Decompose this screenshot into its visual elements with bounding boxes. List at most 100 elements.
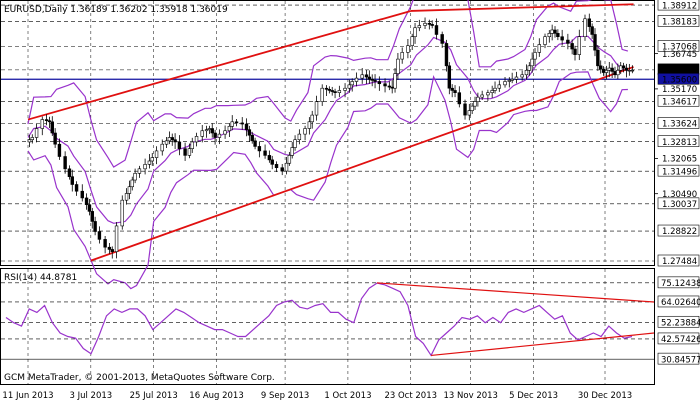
price-label-box <box>657 40 700 52</box>
date-axis-label: 25 Jul 2013 <box>130 391 178 401</box>
candle-body <box>447 65 452 89</box>
candle-body <box>137 168 142 174</box>
candle-body <box>234 121 239 124</box>
candle-body <box>183 148 187 156</box>
candle-body <box>44 119 49 121</box>
candle-body <box>367 76 372 80</box>
candle-body <box>333 91 337 93</box>
candle-body <box>270 159 274 165</box>
candle-body <box>503 81 507 86</box>
candle-body <box>307 121 312 129</box>
candle-body <box>90 211 94 222</box>
candle-body <box>143 164 147 170</box>
candle-body <box>127 186 132 194</box>
price-axis-label: 1.36745 <box>662 50 697 60</box>
candle-body <box>493 87 497 91</box>
candle-body <box>84 197 89 205</box>
candle-body <box>170 137 174 141</box>
date-axis-label: 23 Oct 2013 <box>384 391 437 401</box>
candle-body <box>164 140 169 145</box>
candle-body <box>624 67 629 71</box>
rsi-chart-title: RSI(14) 44.8781 <box>4 273 77 283</box>
price-axis-label: 1.36019 <box>662 66 697 76</box>
candle-body <box>577 36 581 55</box>
candle-body <box>450 87 454 91</box>
price-axis-label: 1.34617 <box>662 97 697 107</box>
candle-body <box>457 92 462 105</box>
rsi-line <box>5 282 633 357</box>
price-label-box <box>657 94 700 107</box>
candle-body <box>324 87 329 90</box>
candle-body <box>377 81 382 85</box>
rsi-label-box <box>657 295 700 308</box>
rsi-label-box <box>657 276 700 289</box>
candle-body <box>507 80 512 82</box>
candle-body <box>173 139 177 143</box>
candle-body <box>497 84 502 89</box>
price-label-box <box>657 117 700 129</box>
candle-body <box>490 90 494 93</box>
candle-body <box>570 43 574 50</box>
price-axis-label: 1.32065 <box>662 155 697 165</box>
candle-body <box>396 58 400 74</box>
candle-body <box>533 52 537 60</box>
price-axis-label: 1.28822 <box>662 227 697 237</box>
rsi-panel <box>0 268 655 385</box>
candle-body <box>393 73 397 89</box>
candle-body <box>50 121 54 134</box>
candle-body <box>410 36 414 46</box>
candle-body <box>150 157 154 162</box>
price-label-box <box>657 135 700 147</box>
candle-body <box>621 65 626 69</box>
candle-body <box>227 125 232 132</box>
candle-body <box>87 204 92 212</box>
candle-body <box>530 58 534 67</box>
candle-body <box>30 137 34 141</box>
price-label-box <box>657 0 700 11</box>
upper-channel-trendline <box>27 10 412 121</box>
rsi-label-box <box>657 352 700 365</box>
candle-body <box>480 94 484 98</box>
candle-body <box>187 148 192 156</box>
top-resistance-trendline <box>410 3 634 12</box>
rsi-axis-label: 64.02640 <box>661 298 700 308</box>
candle-body <box>604 69 609 73</box>
price-axis-label: 1.31496 <box>662 167 697 177</box>
candle-body <box>110 249 114 252</box>
price-label-box <box>657 72 700 85</box>
date-axis-label: 5 Dec 2013 <box>509 391 558 401</box>
date-axis-label: 30 Dec 2013 <box>578 391 632 401</box>
bollinger-upper <box>27 0 629 168</box>
candle-body <box>430 24 434 26</box>
candle-body <box>453 90 457 93</box>
price-axis-label: 1.38912 <box>662 1 697 11</box>
candle-body <box>160 143 164 152</box>
price-label-box <box>657 224 700 237</box>
candle-body <box>167 137 172 142</box>
price-axis-label: 1.27484 <box>662 257 697 267</box>
candle-body <box>566 39 570 44</box>
date-axis-label: 1 Oct 2013 <box>324 391 371 401</box>
candle-body <box>364 74 369 78</box>
candle-body <box>290 147 294 156</box>
candle-body <box>200 130 204 137</box>
candle-body <box>190 141 194 149</box>
candle-body <box>253 140 257 147</box>
candle-body <box>210 128 214 134</box>
rsi-label-box <box>657 332 700 345</box>
candle-body <box>230 121 234 127</box>
candle-body <box>330 90 334 92</box>
price-label-box <box>657 15 700 27</box>
candle-body <box>599 65 603 70</box>
candle-body <box>370 78 374 81</box>
price-axis-label: 1.32813 <box>662 138 697 148</box>
candle-body <box>130 179 134 188</box>
rsi-axis-label: 75.12438 <box>661 279 700 289</box>
date-axis-label: 13 Nov 2013 <box>444 391 498 401</box>
candle-body <box>247 129 252 136</box>
candle-body <box>524 69 529 76</box>
date-axis-label: 9 Sep 2013 <box>261 391 309 401</box>
rsi-axis-label: 52.23884 <box>661 318 700 328</box>
candle-body <box>80 190 84 199</box>
rsi-label-box <box>657 315 700 328</box>
